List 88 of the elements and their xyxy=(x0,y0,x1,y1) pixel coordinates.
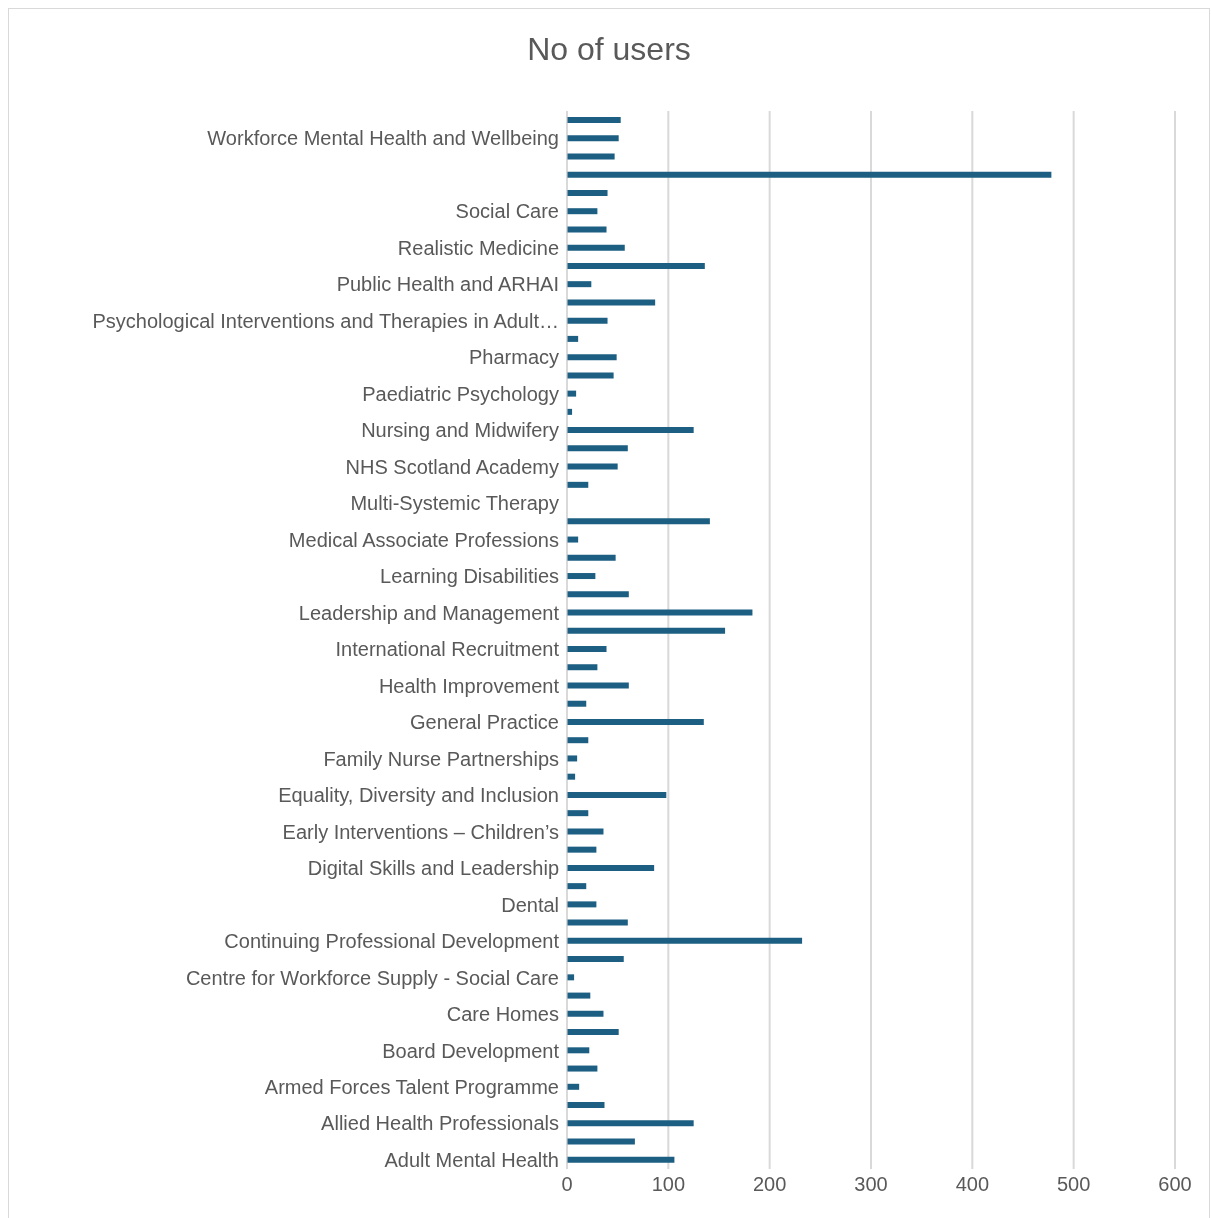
bar xyxy=(567,682,629,689)
bar xyxy=(567,791,667,798)
y-tick-label: General Practice xyxy=(410,711,559,734)
y-tick-label: Care Homes xyxy=(446,1003,559,1026)
x-tick-label: 400 xyxy=(955,1173,990,1196)
bar xyxy=(567,646,607,652)
bar xyxy=(567,700,587,707)
bar xyxy=(567,117,621,123)
y-tick-label: Pharmacy xyxy=(468,346,559,369)
bar xyxy=(567,956,624,963)
x-tick-label: 600 xyxy=(1158,1173,1192,1196)
bar xyxy=(567,244,625,251)
x-tick-label: 200 xyxy=(752,1173,787,1196)
bar xyxy=(567,262,705,269)
y-tick-label: Board Development xyxy=(382,1039,560,1062)
bar xyxy=(567,664,598,671)
x-tick-label: 500 xyxy=(1056,1173,1091,1196)
y-tick-label: Realistic Medicine xyxy=(397,236,559,259)
bar xyxy=(567,1010,604,1017)
bar xyxy=(567,828,604,835)
bar xyxy=(567,1047,590,1054)
bar xyxy=(567,627,726,634)
bar xyxy=(567,135,619,142)
x-tick-label: 300 xyxy=(854,1173,888,1196)
y-tick-label: Dental xyxy=(501,893,559,916)
bar xyxy=(567,518,710,525)
bar xyxy=(567,1120,694,1127)
y-tick-label: Public Health and ARHAI xyxy=(336,273,559,296)
bar xyxy=(567,609,753,616)
bar xyxy=(567,901,597,908)
bar xyxy=(567,481,589,488)
bar xyxy=(567,171,1052,178)
y-tick-label: Equality, Diversity and Inclusion xyxy=(278,784,559,807)
y-tick-label: Health Improvement xyxy=(378,674,560,697)
y-tick-label: Adult Mental Health xyxy=(384,1148,559,1171)
bar xyxy=(567,536,579,543)
y-tick-label: Social Care xyxy=(455,200,559,223)
y-tick-label: Continuing Professional Development xyxy=(224,930,560,953)
bar xyxy=(567,737,589,744)
x-tick-label: 100 xyxy=(651,1173,686,1196)
bar xyxy=(567,718,704,725)
y-tick-label: Workforce Mental Health and Wellbeing xyxy=(207,127,559,150)
bar xyxy=(567,1029,619,1036)
bar xyxy=(567,189,608,196)
y-tick-label: Nursing and Midwifery xyxy=(361,419,559,442)
bar xyxy=(567,554,616,561)
bar xyxy=(567,1138,635,1145)
bar xyxy=(567,1083,580,1090)
bar xyxy=(567,354,617,361)
y-tick-label: Paediatric Psychology xyxy=(362,382,559,405)
y-tick-label: Armed Forces Talent Programme xyxy=(264,1076,559,1099)
y-tick-label: Medical Associate Professions xyxy=(288,528,559,551)
y-tick-label: NHS Scotland Academy xyxy=(345,455,559,478)
bar xyxy=(567,1102,605,1109)
y-tick-label: Early Interventions – Children’s xyxy=(282,820,559,843)
y-tick-label: Multi-Systemic Therapy xyxy=(350,492,559,515)
y-tick-label: Allied Health Professionals xyxy=(321,1112,559,1135)
bar xyxy=(567,153,615,160)
bar xyxy=(567,335,579,342)
bar xyxy=(567,427,694,434)
bar xyxy=(567,591,629,598)
bar xyxy=(567,846,597,853)
y-tick-label: Psychological Interventions and Therapies in Adult… xyxy=(92,309,559,332)
bar xyxy=(567,573,596,580)
y-tick-label: Learning Disabilities xyxy=(380,565,559,588)
bar xyxy=(567,372,614,379)
bar xyxy=(567,1065,598,1072)
bar xyxy=(567,208,598,215)
y-tick-label: Family Nurse Partnerships xyxy=(323,747,559,770)
bar xyxy=(567,992,591,999)
y-tick-label: Leadership and Management xyxy=(298,601,560,624)
bar xyxy=(567,810,589,817)
bar xyxy=(567,1156,675,1163)
bar xyxy=(567,463,618,470)
y-tick-label: Centre for Workforce Supply - Social Care xyxy=(185,966,559,989)
chart-title: No of users xyxy=(526,30,692,69)
y-tick-label: International Recruitment xyxy=(335,638,560,661)
bar xyxy=(567,919,628,926)
bar xyxy=(567,883,587,890)
bar xyxy=(567,864,655,871)
bar xyxy=(567,937,803,944)
bar xyxy=(567,281,592,288)
y-tick-label: Digital Skills and Leadership xyxy=(307,857,559,880)
bar xyxy=(567,226,607,233)
bar xyxy=(567,299,656,306)
bar xyxy=(567,317,608,324)
bar xyxy=(567,445,628,452)
x-tick-label: 0 xyxy=(561,1173,573,1196)
